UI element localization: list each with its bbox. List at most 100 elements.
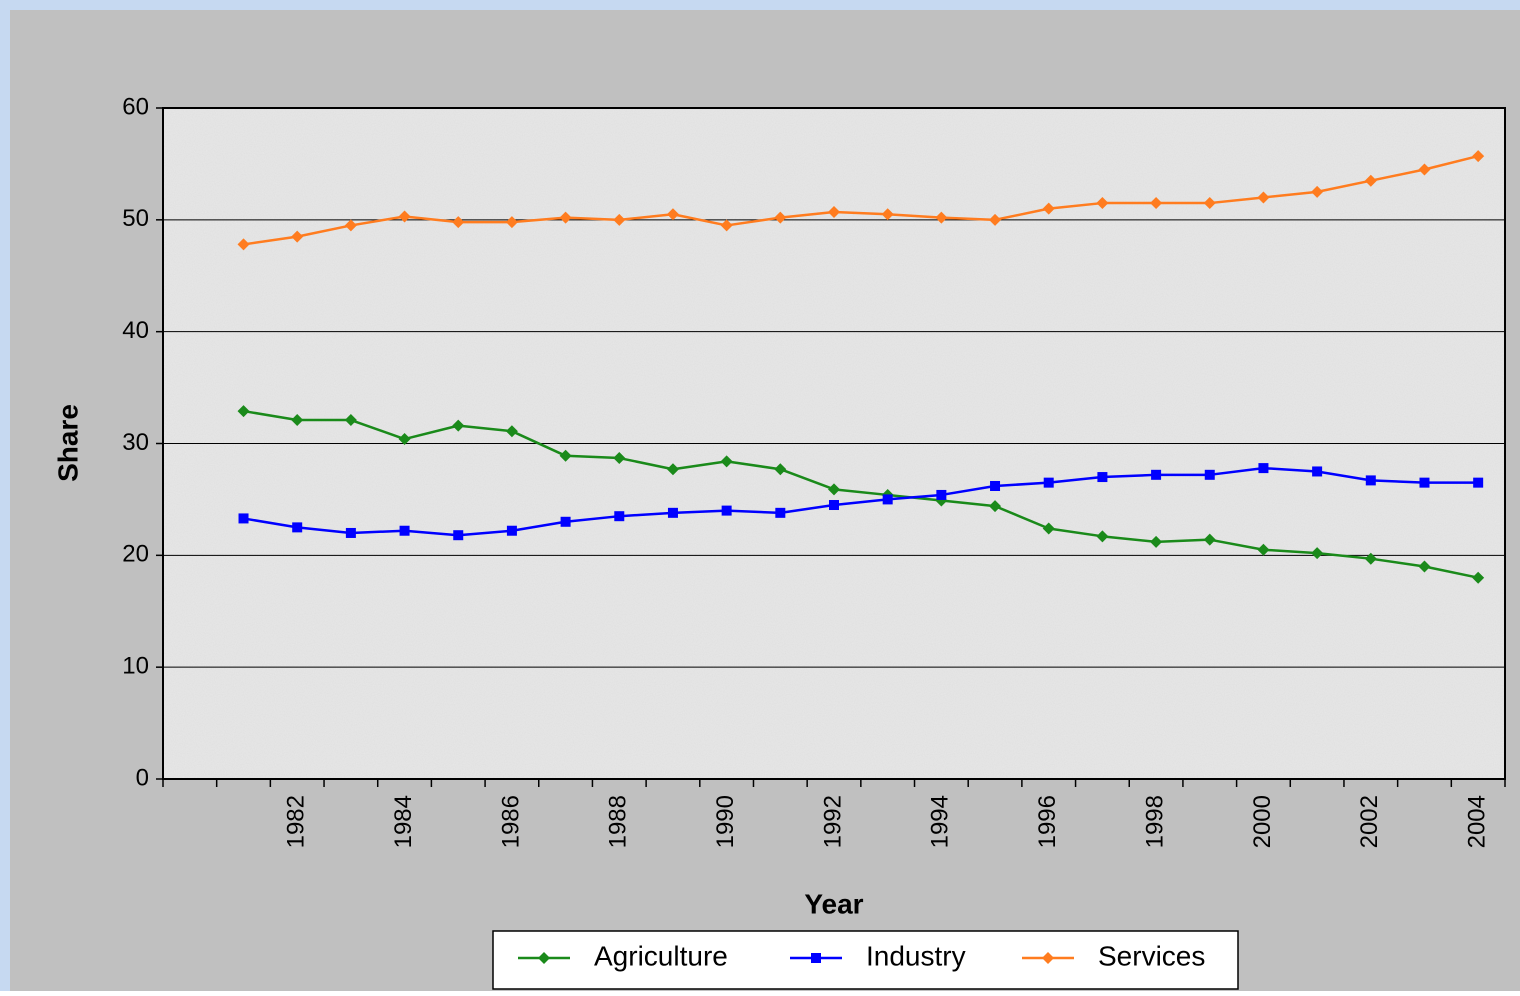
marker [505, 425, 518, 438]
x-tick-label: 2000 [1249, 795, 1276, 848]
marker [1042, 522, 1055, 535]
y-tick-label: 10 [122, 653, 149, 680]
marker [505, 216, 518, 229]
marker [1043, 477, 1054, 488]
marker [613, 213, 626, 226]
marker [1364, 552, 1377, 565]
marker [237, 238, 250, 251]
marker [1472, 571, 1485, 584]
marker [1042, 202, 1055, 215]
marker [1257, 543, 1270, 556]
marker [399, 525, 410, 536]
marker [1418, 560, 1431, 573]
marker [1365, 475, 1376, 486]
marker [1203, 197, 1216, 210]
plot-border [162, 107, 1506, 780]
marker [398, 210, 411, 223]
marker [881, 208, 894, 221]
x-tick-label: 1994 [927, 795, 954, 848]
marker [829, 500, 839, 511]
x-axis-title: Year [804, 888, 863, 919]
marker [345, 527, 356, 538]
marker [666, 463, 679, 476]
marker [344, 219, 357, 232]
marker [452, 419, 465, 432]
series-line [243, 154, 1479, 246]
y-tick-label: 0 [136, 764, 149, 791]
marker [667, 507, 678, 518]
y-tick-label: 30 [122, 429, 149, 456]
marker [237, 405, 250, 418]
marker [559, 449, 572, 462]
marker [1311, 185, 1324, 198]
marker [1150, 535, 1163, 548]
marker [291, 230, 304, 243]
marker [1096, 197, 1109, 210]
legend-label: Industry [866, 940, 966, 971]
x-tick-label: 1996 [1034, 795, 1061, 848]
marker [1151, 469, 1162, 480]
marker [1473, 477, 1484, 488]
marker [238, 513, 249, 524]
x-tick-label: 2004 [1464, 795, 1491, 848]
marker [398, 433, 411, 446]
x-tick-label: 1988 [605, 795, 632, 848]
x-tick-label: 1984 [390, 795, 417, 848]
marker [614, 511, 625, 522]
marker [882, 494, 893, 505]
legend-marker [811, 953, 821, 963]
legend-label: Agriculture [594, 940, 728, 971]
marker [989, 500, 1002, 513]
x-tick-label: 2002 [1356, 795, 1383, 848]
marker [935, 211, 948, 224]
marker [720, 219, 733, 232]
marker [936, 489, 947, 500]
marker [774, 211, 787, 224]
legend-label: Services [1098, 940, 1205, 971]
marker [990, 480, 1001, 491]
marker [1257, 191, 1270, 204]
y-tick-label: 20 [122, 541, 149, 568]
marker [560, 516, 571, 527]
marker [1364, 174, 1377, 187]
y-tick-label: 60 [122, 93, 149, 120]
marker [1418, 163, 1431, 176]
x-tick-label: 1990 [712, 795, 739, 848]
marker [1472, 150, 1485, 163]
marker [666, 208, 679, 221]
x-tick-label: 1986 [497, 795, 524, 848]
marker [1150, 197, 1163, 210]
y-axis-title: Share [52, 404, 83, 482]
marker [344, 414, 357, 427]
marker [291, 414, 304, 427]
marker [453, 530, 464, 541]
marker [1419, 477, 1430, 488]
marker [774, 463, 787, 476]
marker [1097, 472, 1108, 483]
legend-marker [1042, 952, 1054, 964]
marker [1096, 530, 1109, 543]
marker [989, 213, 1002, 226]
marker [720, 455, 733, 468]
marker [775, 507, 786, 518]
x-tick-label: 1982 [283, 795, 310, 848]
marker [506, 525, 517, 536]
y-tick-label: 50 [122, 205, 149, 232]
marker [1311, 547, 1324, 560]
legend-marker [538, 952, 550, 964]
marker [1204, 469, 1215, 480]
marker [452, 216, 465, 229]
marker [292, 522, 303, 533]
marker [1203, 533, 1216, 546]
series-line [243, 409, 1479, 579]
y-tick-label: 40 [122, 317, 149, 344]
legend [492, 930, 1239, 990]
marker [559, 211, 572, 224]
marker [828, 206, 840, 219]
marker [1312, 466, 1323, 477]
marker [613, 452, 626, 465]
series-line [243, 466, 1479, 537]
x-tick-label: 1998 [1141, 795, 1168, 848]
marker [721, 505, 732, 516]
